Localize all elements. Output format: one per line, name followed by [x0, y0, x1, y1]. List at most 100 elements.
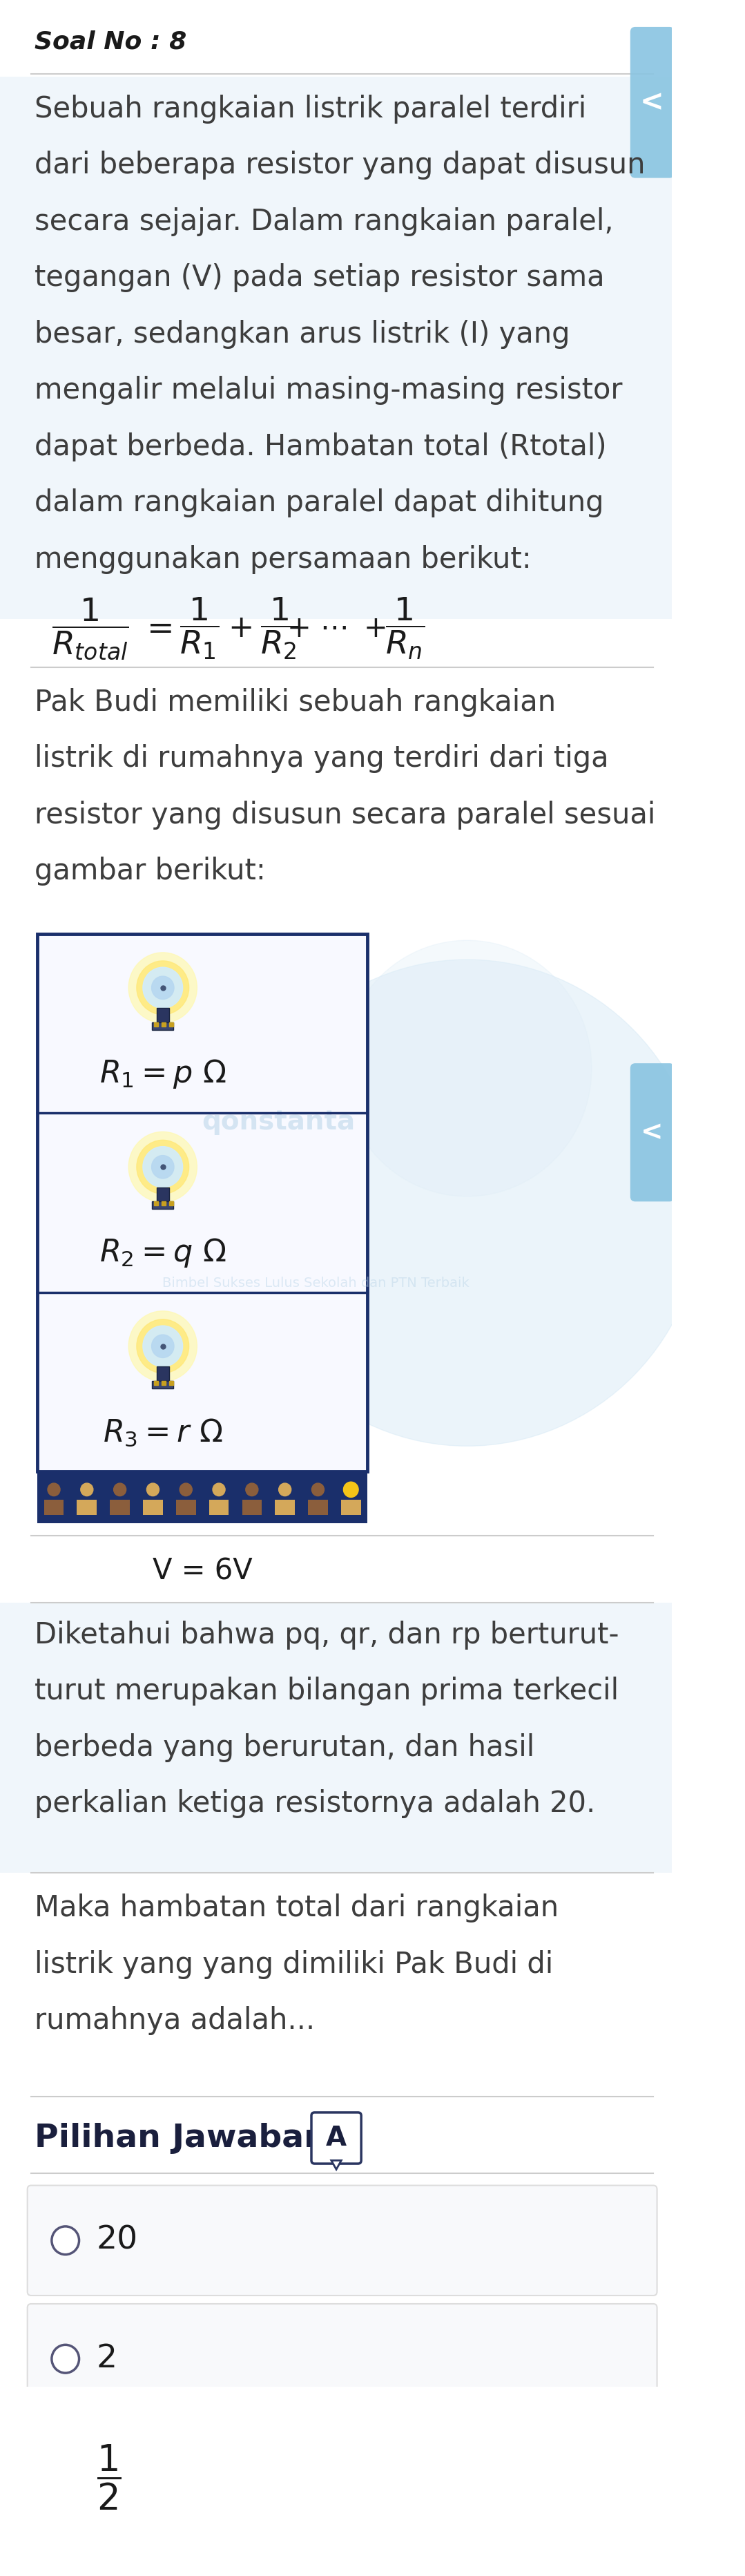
Bar: [143, 1499, 163, 1515]
Bar: [156, 1007, 169, 1023]
Circle shape: [246, 1484, 258, 1497]
Circle shape: [51, 2463, 79, 2491]
Text: dalam rangkaian paralel dapat dihitung: dalam rangkaian paralel dapat dihitung: [34, 489, 603, 518]
Circle shape: [129, 1131, 197, 1203]
Bar: [152, 1023, 174, 1030]
Text: $\dfrac{1}{R_2}$: $\dfrac{1}{R_2}$: [261, 595, 300, 662]
Bar: [0, 667, 672, 943]
Bar: [44, 1499, 64, 1515]
Text: listrik yang yang dimiliki Pak Budi di: listrik yang yang dimiliki Pak Budi di: [34, 1950, 553, 1978]
FancyBboxPatch shape: [28, 2421, 657, 2532]
Circle shape: [51, 2226, 79, 2254]
Text: Pilihan Jawaban: Pilihan Jawaban: [34, 2123, 327, 2154]
Bar: [152, 1200, 174, 1208]
Bar: [0, 1873, 672, 2094]
Circle shape: [129, 953, 197, 1023]
Bar: [0, 1602, 672, 1873]
Circle shape: [80, 1484, 93, 1497]
Circle shape: [129, 1311, 197, 1381]
Circle shape: [180, 1484, 192, 1497]
Text: mengalir melalui masing-masing resistor: mengalir melalui masing-masing resistor: [34, 376, 622, 404]
Circle shape: [230, 958, 704, 1445]
Text: V = 6V: V = 6V: [153, 1556, 253, 1584]
Text: Bimbel Sukses Lulus Sekolah dan PTN Terbaik: Bimbel Sukses Lulus Sekolah dan PTN Terb…: [162, 1278, 469, 1291]
Circle shape: [151, 1157, 174, 1177]
Circle shape: [212, 1484, 225, 1497]
Text: $R_1 = p\ \Omega$: $R_1 = p\ \Omega$: [99, 1059, 226, 1090]
Text: menggunakan persamaan berikut:: menggunakan persamaan berikut:: [34, 546, 531, 574]
Circle shape: [143, 1146, 183, 1188]
Circle shape: [311, 1484, 324, 1497]
FancyBboxPatch shape: [630, 1064, 674, 1200]
Text: Sebuah rangkaian listrik paralel terdiri: Sebuah rangkaian listrik paralel terdiri: [34, 95, 586, 124]
Text: $R_3 = r\ \Omega$: $R_3 = r\ \Omega$: [103, 1417, 223, 1448]
FancyBboxPatch shape: [630, 26, 674, 178]
Text: rumahnya adalah...: rumahnya adalah...: [34, 2007, 314, 2035]
Text: <: <: [641, 1118, 663, 1146]
Text: $\dfrac{1}{2}$: $\dfrac{1}{2}$: [97, 2442, 121, 2512]
FancyBboxPatch shape: [28, 2184, 657, 2295]
Text: A: A: [326, 2125, 346, 2151]
Circle shape: [136, 1319, 189, 1373]
Circle shape: [51, 2344, 79, 2372]
Text: dapat berbeda. Hambatan total (Rtotal): dapat berbeda. Hambatan total (Rtotal): [34, 433, 606, 461]
Circle shape: [343, 1481, 358, 1497]
Text: 2: 2: [97, 2344, 117, 2375]
Text: $+$: $+$: [228, 613, 252, 644]
Text: perkalian ketiga resistornya adalah 20.: perkalian ketiga resistornya adalah 20.: [34, 1790, 595, 1819]
Circle shape: [147, 1484, 159, 1497]
Text: $R_2 = q\ \Omega$: $R_2 = q\ \Omega$: [99, 1236, 226, 1270]
Circle shape: [136, 1141, 189, 1193]
Bar: [0, 2097, 672, 2174]
Text: secara sejajar. Dalam rangkaian paralel,: secara sejajar. Dalam rangkaian paralel,: [34, 206, 613, 237]
Text: Pak Budi memiliki sebuah rangkaian: Pak Budi memiliki sebuah rangkaian: [34, 688, 556, 716]
Circle shape: [143, 1327, 183, 1368]
Circle shape: [143, 966, 183, 1007]
Text: $\dfrac{1}{R_1}$: $\dfrac{1}{R_1}$: [180, 595, 219, 662]
Text: Maka hambatan total dari rangkaian: Maka hambatan total dari rangkaian: [34, 1893, 559, 1922]
Text: qonstanta: qonstanta: [202, 1110, 355, 1136]
Text: 20: 20: [97, 2226, 138, 2257]
Circle shape: [48, 1484, 60, 1497]
Text: besar, sedangkan arus listrik (I) yang: besar, sedangkan arus listrik (I) yang: [34, 319, 570, 348]
Text: dari beberapa resistor yang dapat disusun: dari beberapa resistor yang dapat disusu…: [34, 149, 645, 180]
Bar: [156, 1188, 169, 1200]
Circle shape: [114, 1484, 126, 1497]
Bar: [37, 1471, 367, 1522]
Circle shape: [151, 1334, 174, 1358]
Text: $\dfrac{1}{R_{total}}$: $\dfrac{1}{R_{total}}$: [51, 595, 129, 662]
Bar: [308, 1499, 328, 1515]
Bar: [0, 75, 672, 618]
Bar: [37, 935, 367, 1471]
Bar: [110, 1499, 130, 1515]
Text: turut merupakan bilangan prima terkecil: turut merupakan bilangan prima terkecil: [34, 1677, 618, 1705]
Polygon shape: [332, 2161, 341, 2169]
FancyBboxPatch shape: [311, 2112, 361, 2164]
Bar: [152, 1381, 174, 1388]
Circle shape: [279, 1484, 291, 1497]
Bar: [242, 1499, 261, 1515]
Text: tegangan (V) pada setiap resistor sama: tegangan (V) pada setiap resistor sama: [34, 263, 604, 291]
Circle shape: [343, 940, 592, 1195]
FancyBboxPatch shape: [28, 2540, 657, 2576]
Text: $+\ \cdots\ +$: $+\ \cdots\ +$: [287, 613, 386, 644]
Circle shape: [151, 976, 174, 999]
Text: berbeda yang berurutan, dan hasil: berbeda yang berurutan, dan hasil: [34, 1734, 534, 1762]
Text: gambar berikut:: gambar berikut:: [34, 858, 265, 886]
Text: $\dfrac{1}{R_n}$: $\dfrac{1}{R_n}$: [385, 595, 425, 662]
Bar: [341, 1499, 361, 1515]
Circle shape: [136, 961, 189, 1015]
Bar: [77, 1499, 97, 1515]
Text: resistor yang disusun secara paralel sesuai: resistor yang disusun secara paralel ses…: [34, 801, 656, 829]
Text: listrik di rumahnya yang terdiri dari tiga: listrik di rumahnya yang terdiri dari ti…: [34, 744, 609, 773]
Bar: [209, 1499, 229, 1515]
Bar: [275, 1499, 295, 1515]
Bar: [0, 0, 672, 77]
Bar: [176, 1499, 196, 1515]
Text: $=$: $=$: [140, 613, 171, 644]
Text: <: <: [640, 88, 664, 116]
Bar: [156, 1368, 169, 1381]
Circle shape: [345, 1484, 357, 1497]
FancyBboxPatch shape: [28, 2303, 657, 2414]
Text: Soal No : 8: Soal No : 8: [34, 31, 186, 54]
